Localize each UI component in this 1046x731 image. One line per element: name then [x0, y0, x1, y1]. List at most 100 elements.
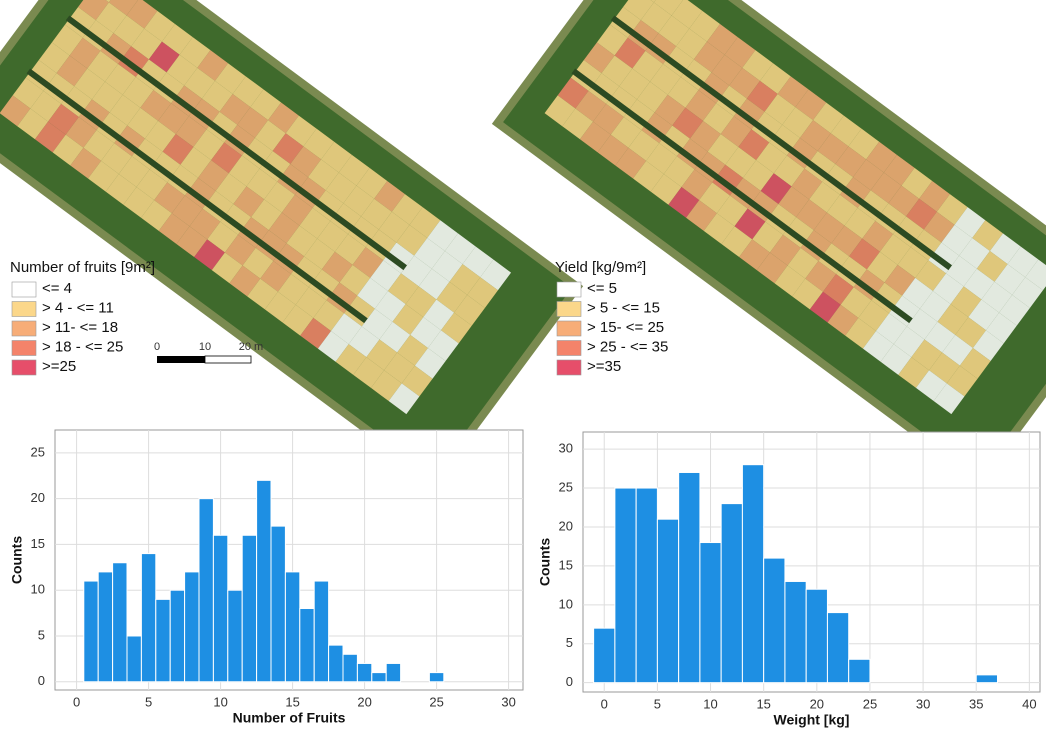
bar	[679, 472, 700, 682]
legend-swatch	[12, 321, 36, 336]
y-tick-label: 10	[31, 582, 45, 597]
x-tick-label: 5	[145, 694, 152, 709]
legend-swatch	[557, 282, 581, 297]
bar	[764, 558, 785, 683]
x-tick-label: 10	[213, 694, 227, 709]
legend-swatch	[557, 302, 581, 317]
bar	[357, 663, 371, 681]
legend-label: > 25 - <= 35	[587, 338, 668, 355]
legend-title: Number of fruits [9m²]	[10, 259, 155, 276]
legend-swatch	[557, 341, 581, 356]
bar	[185, 572, 199, 682]
y-axis-title: Counts	[537, 538, 553, 586]
legend-swatch	[12, 341, 36, 356]
figure: Number of fruits [9m²] <= 4 > 4 - <= 11 > 1…	[0, 0, 1046, 731]
bar	[742, 465, 763, 683]
legend-label: >=25	[42, 358, 76, 375]
bar	[976, 675, 997, 683]
x-tick-label: 10	[703, 696, 717, 711]
bar	[257, 480, 271, 681]
legend-label: > 15- <= 25	[587, 319, 664, 336]
y-tick-label: 0	[38, 673, 45, 688]
bar	[785, 581, 806, 682]
y-tick-label: 25	[559, 479, 573, 494]
bar	[300, 609, 314, 682]
x-tick-label: 25	[429, 694, 443, 709]
bar	[314, 581, 328, 682]
bar	[721, 504, 742, 683]
y-tick-label: 25	[31, 444, 45, 459]
x-axis-title: Weight [kg]	[774, 712, 850, 728]
legend-title: Yield [kg/9m²]	[555, 259, 646, 276]
scale-bar	[205, 356, 251, 363]
scale-label: 10	[199, 341, 211, 353]
x-tick-label: 35	[969, 696, 983, 711]
bar	[636, 488, 657, 683]
x-tick-label: 15	[285, 694, 299, 709]
legend-label: > 11- <= 18	[42, 319, 118, 336]
legend-swatch	[12, 360, 36, 375]
y-tick-label: 5	[38, 627, 45, 642]
x-axis-title: Number of Fruits	[233, 710, 346, 726]
bar	[849, 659, 870, 682]
bar	[199, 499, 213, 682]
y-tick-label: 10	[559, 596, 573, 611]
legend-swatch	[557, 321, 581, 336]
bar	[242, 535, 256, 681]
bar	[285, 572, 299, 682]
legend-label: <= 5	[587, 280, 617, 297]
y-tick-label: 15	[559, 557, 573, 572]
bar	[827, 613, 848, 683]
legend-label: > 18 - <= 25	[42, 338, 123, 355]
x-tick-label: 30	[916, 696, 930, 711]
legend-swatch	[12, 302, 36, 317]
legend-label: > 5 - <= 15	[587, 299, 660, 316]
bar	[615, 488, 636, 683]
y-tick-label: 5	[566, 635, 573, 650]
y-tick-label: 20	[559, 518, 573, 533]
bar	[386, 663, 400, 681]
bar	[429, 673, 443, 682]
bar	[657, 519, 678, 682]
x-tick-label: 0	[73, 694, 80, 709]
bar	[271, 526, 285, 682]
bar	[98, 572, 112, 682]
y-tick-label: 30	[559, 441, 573, 456]
legend-swatch	[12, 282, 36, 297]
y-tick-label: 15	[31, 536, 45, 551]
x-tick-label: 15	[756, 696, 770, 711]
y-axis-title: Counts	[9, 536, 25, 584]
bar	[700, 543, 721, 683]
bar	[84, 581, 98, 682]
field-image	[497, 0, 1046, 480]
bar	[806, 589, 827, 682]
field-image	[0, 0, 578, 480]
legend-label: > 4 - <= 11	[42, 299, 114, 316]
scale-bar	[157, 356, 205, 363]
bar	[343, 654, 357, 681]
y-tick-label: 20	[31, 490, 45, 505]
legend-label: >=35	[587, 358, 621, 375]
legend-label: <= 4	[42, 280, 72, 297]
y-tick-label: 0	[566, 674, 573, 689]
bar	[213, 535, 227, 681]
x-tick-label: 20	[357, 694, 371, 709]
bar	[113, 563, 127, 682]
bar	[329, 645, 343, 682]
bar	[594, 628, 615, 682]
bar	[156, 599, 170, 681]
bar	[228, 590, 242, 682]
x-tick-label: 20	[810, 696, 824, 711]
bar	[372, 673, 386, 682]
x-tick-label: 25	[863, 696, 877, 711]
bar	[127, 636, 141, 682]
x-tick-label: 30	[501, 694, 515, 709]
scale-label: 20 m	[239, 341, 263, 353]
x-tick-label: 40	[1022, 696, 1036, 711]
scale-label: 0	[154, 341, 160, 353]
x-tick-label: 5	[654, 696, 661, 711]
bar	[141, 554, 155, 682]
bar	[170, 590, 184, 682]
legend-swatch	[557, 360, 581, 375]
x-tick-label: 0	[601, 696, 608, 711]
